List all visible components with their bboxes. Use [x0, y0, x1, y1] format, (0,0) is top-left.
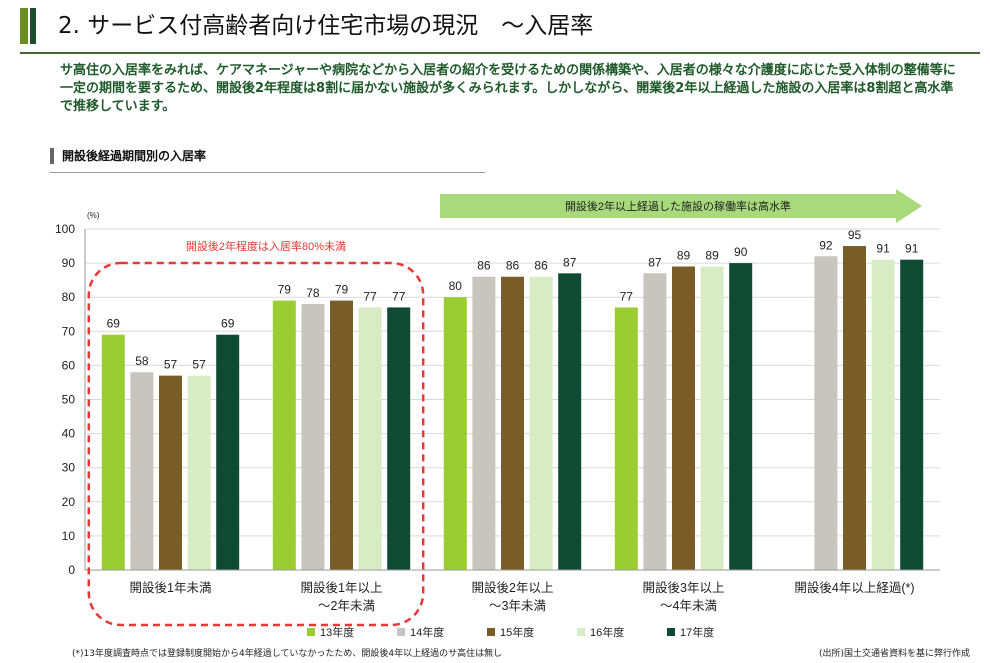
data-label: 77	[392, 289, 406, 303]
high-occupancy-arrow: 開設後2年以上経過した施設の稼働率は高水準	[440, 189, 922, 223]
data-label: 79	[278, 283, 292, 297]
data-label: 87	[648, 255, 662, 269]
bar	[700, 266, 724, 570]
axes: 0 10 20 30 40 50 60 70 80 90 100 (%) 開設後1年未満 開設後1年以上 ～…	[55, 211, 940, 613]
x-tick-label: 開設後2年以上	[472, 580, 554, 595]
y-tick-label: 70	[62, 324, 76, 338]
y-tick-label: 30	[62, 461, 76, 475]
x-tick-label: 開設後1年未満	[130, 580, 212, 595]
data-label: 57	[164, 358, 178, 372]
legend-label: 13年度	[320, 625, 354, 639]
high-occupancy-label: 開設後2年以上経過した施設の稼働率は高水準	[565, 199, 791, 213]
data-label: 89	[677, 249, 691, 263]
y-tick-label: 0	[68, 563, 75, 577]
data-label: 80	[449, 279, 463, 293]
bar	[472, 276, 496, 570]
data-labels: 69 58 57 57 69 79 78 79 77 77 80 86 86 86 87 77 87 89 89 90…	[107, 228, 919, 372]
source-note: (出所)国土交通省資料を基に弊行作成	[818, 649, 970, 659]
legend-swatch	[307, 628, 315, 636]
data-label: 86	[506, 259, 520, 273]
y-tick-label: 50	[62, 393, 76, 407]
x-tick-label: ～4年未満	[660, 599, 717, 613]
bar	[216, 334, 240, 570]
bar	[843, 246, 866, 571]
data-label: 57	[192, 358, 206, 372]
data-label: 95	[848, 228, 862, 242]
legend-swatch	[397, 628, 405, 636]
footnote: (*)13年度調査時点では登録制度開始から4年経過していなかったため、開設後4年…	[72, 649, 503, 659]
y-tick-label: 90	[62, 256, 76, 270]
y-tick-label: 10	[62, 529, 76, 543]
data-label: 87	[563, 255, 577, 269]
data-label: 90	[734, 245, 748, 259]
page-title: 2. サービス付高齢者向け住宅市場の現況 ～入居率	[58, 13, 594, 39]
legend-swatch	[577, 628, 585, 636]
bar	[900, 259, 924, 570]
bar	[443, 297, 467, 570]
y-tick-label: 80	[62, 290, 76, 304]
legend-label: 16年度	[590, 625, 624, 639]
summary-text: サ高住の入居率をみれば、ケアマネージャーや病院などから入居者の紹介を受けるための…	[60, 63, 956, 114]
data-label: 77	[363, 289, 377, 303]
y-tick-label: 40	[62, 427, 76, 441]
annotations: 開設後2年程度は入居率80%未満	[87, 239, 425, 627]
bar	[729, 263, 753, 570]
bar	[871, 259, 895, 570]
y-axis-unit: (%)	[87, 211, 100, 220]
legend: 13年度 14年度 15年度 16年度 17年度	[307, 625, 714, 639]
bar	[101, 334, 125, 570]
bar	[187, 375, 211, 570]
bar	[643, 273, 667, 570]
data-label: 86	[534, 259, 548, 273]
bar	[529, 276, 553, 570]
section-divider	[50, 172, 485, 173]
y-tick-label: 20	[62, 495, 76, 509]
x-tick-label: ～2年未満	[318, 599, 375, 613]
data-label: 91	[905, 242, 919, 256]
data-label: 92	[819, 238, 833, 252]
high-occupancy-arrow-shape	[440, 189, 922, 223]
legend-label: 15年度	[500, 625, 534, 639]
bar	[614, 307, 638, 570]
legend-label: 14年度	[410, 625, 444, 639]
bar	[130, 372, 154, 570]
section-label: 開設後経過期間別の入居率	[50, 148, 206, 164]
y-tick-label: 100	[55, 222, 75, 236]
bar	[358, 307, 382, 570]
x-tick-label: 開設後3年以上	[643, 580, 725, 595]
title-divider	[20, 52, 980, 54]
data-label: 79	[335, 283, 349, 297]
data-label: 86	[477, 259, 491, 273]
bar	[301, 304, 325, 570]
data-label: 69	[107, 317, 121, 331]
data-label: 91	[876, 242, 890, 256]
bar	[387, 307, 411, 570]
title-accent-bar	[20, 8, 42, 44]
legend-swatch	[487, 628, 495, 636]
legend-swatch	[667, 628, 675, 636]
data-label: 58	[135, 354, 149, 368]
y-tick-label: 60	[62, 358, 76, 372]
legend-label: 17年度	[680, 625, 714, 639]
x-tick-label: 開設後1年以上	[301, 580, 383, 595]
bar	[814, 256, 838, 570]
low-occupancy-label: 開設後2年程度は入居率80%未満	[186, 239, 346, 253]
data-label: 77	[620, 289, 634, 303]
bar	[558, 273, 582, 570]
x-tick-label: ～3年未満	[489, 599, 546, 613]
bar	[272, 300, 296, 570]
bar	[330, 300, 353, 570]
bars	[101, 246, 924, 571]
bar	[159, 375, 182, 570]
data-label: 69	[221, 317, 235, 331]
x-tick-label: 開設後4年以上経過(*)	[794, 580, 914, 595]
data-label: 89	[705, 249, 719, 263]
bar	[672, 266, 695, 570]
low-occupancy-box	[87, 261, 425, 627]
bar	[501, 276, 524, 570]
data-label: 78	[306, 286, 320, 300]
